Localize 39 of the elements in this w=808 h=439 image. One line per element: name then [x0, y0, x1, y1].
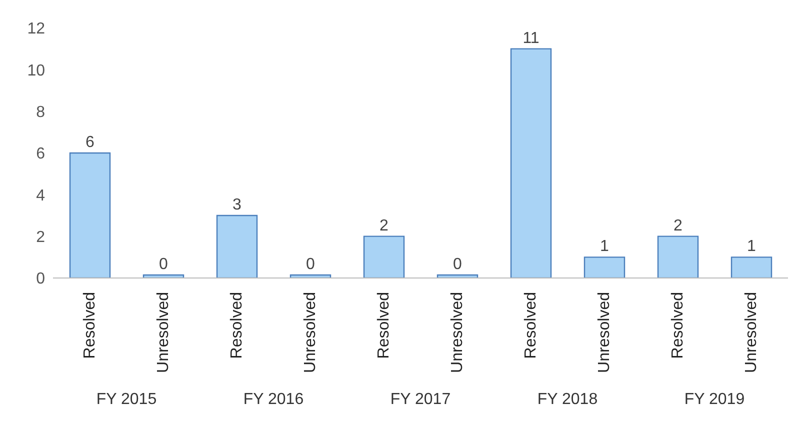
y-tick-label: 4: [36, 187, 46, 204]
x-tick-label: Unresolved: [154, 292, 172, 373]
y-tick-label: 2: [36, 229, 46, 246]
x-tick-label: Resolved: [81, 292, 98, 359]
text: FY 2016: [243, 391, 304, 408]
y-tick-label: 0: [36, 270, 46, 288]
bar: [510, 48, 552, 278]
data-label: 0: [453, 256, 462, 273]
bar: [657, 236, 699, 278]
bar: [363, 236, 405, 278]
bar: [216, 214, 258, 278]
y-tick-label: 8: [36, 104, 46, 122]
x-tick-label: Resolved: [669, 292, 686, 359]
x-tick-label: Resolved: [522, 292, 540, 359]
x-tick-label: Unresolved: [742, 292, 760, 373]
bar: [584, 256, 626, 278]
text: FY 2018: [537, 391, 598, 408]
text: FY 2015: [96, 391, 157, 408]
x-tick-label: Unresolved: [302, 292, 319, 373]
data-label: 3: [232, 196, 242, 214]
x-tick-label: Unresolved: [596, 292, 613, 373]
data-label: 6: [86, 134, 95, 151]
y-tick-label: 6: [36, 146, 46, 163]
data-label: 0: [306, 256, 316, 273]
text: FY 2019: [684, 391, 745, 408]
x-tick-label: Unresolved: [448, 292, 466, 373]
data-label: 1: [600, 238, 610, 256]
x-tick-label: Resolved: [375, 292, 392, 359]
data-label: 1: [747, 238, 756, 256]
data-label: 2: [674, 217, 683, 234]
data-label: 0: [159, 256, 168, 273]
x-tick-label: Resolved: [228, 292, 246, 359]
bar: [730, 256, 772, 278]
text: FY 2017: [390, 391, 451, 408]
y-tick-label: 12: [27, 20, 46, 38]
data-label: 11: [522, 30, 540, 47]
data-label: 2: [380, 217, 389, 234]
bar: [69, 152, 111, 278]
y-tick-label: 10: [27, 62, 46, 80]
